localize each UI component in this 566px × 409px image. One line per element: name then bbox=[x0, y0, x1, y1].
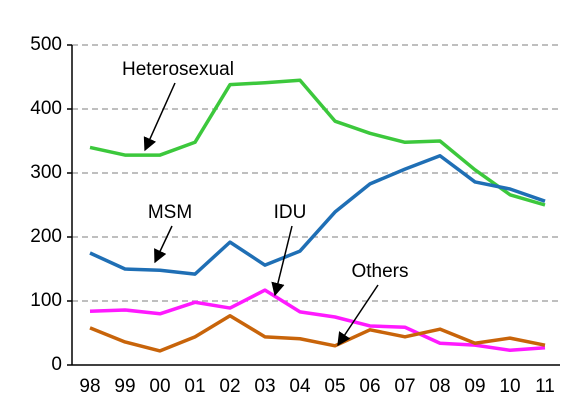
x-tick-label: 11 bbox=[535, 376, 555, 397]
x-tick-label: 02 bbox=[219, 376, 240, 397]
annotation-arrow bbox=[337, 284, 379, 347]
y-tick-label: 400 bbox=[30, 98, 62, 119]
x-tick-label: 04 bbox=[289, 376, 311, 397]
series-line bbox=[89, 153, 546, 276]
x-tick-label: 03 bbox=[254, 376, 275, 397]
series-line bbox=[89, 78, 546, 207]
annotation: MSM bbox=[148, 202, 192, 223]
x-tick-label: 98 bbox=[79, 376, 100, 397]
y-tick-label: 200 bbox=[30, 226, 62, 247]
annotation: Others bbox=[351, 261, 408, 282]
y-tick-label: 0 bbox=[51, 354, 62, 375]
x-tick-label: 01 bbox=[184, 376, 205, 397]
y-tick-label: 500 bbox=[30, 34, 62, 55]
y-tick-label: 100 bbox=[30, 290, 62, 311]
annotation-arrow bbox=[143, 82, 176, 152]
x-tick-label: 06 bbox=[359, 376, 380, 397]
annotation: IDU bbox=[274, 202, 307, 223]
annotation-arrow bbox=[271, 225, 293, 297]
annotation: Heterosexual bbox=[122, 59, 234, 80]
x-tick-label: 05 bbox=[324, 376, 345, 397]
series-line bbox=[89, 313, 546, 353]
x-tick-label: 08 bbox=[429, 376, 450, 397]
annotation-arrow bbox=[154, 225, 173, 264]
y-tick-label: 300 bbox=[30, 162, 62, 183]
x-tick-label: 07 bbox=[394, 376, 415, 397]
x-tick-label: 10 bbox=[499, 376, 520, 397]
x-tick-label: 99 bbox=[114, 376, 135, 397]
x-tick-label: 00 bbox=[149, 376, 170, 397]
x-tick-label: 09 bbox=[464, 376, 485, 397]
series-line bbox=[89, 288, 546, 353]
